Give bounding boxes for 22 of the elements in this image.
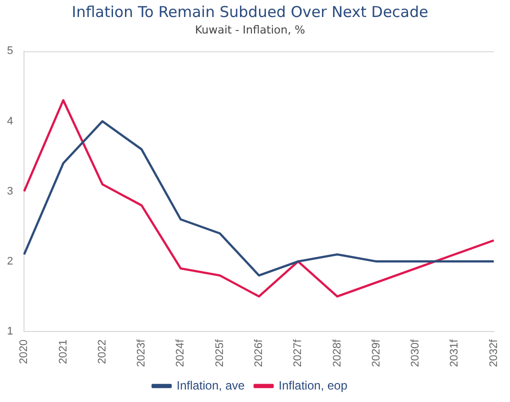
x-tick-label: 2028f	[331, 338, 344, 368]
y-tick-label: 5	[6, 45, 14, 58]
y-tick-label: 4	[6, 115, 14, 128]
legend-label: Inflation, ave	[176, 378, 245, 392]
x-tick-label: 2027f	[292, 338, 304, 368]
y-tick-label: 1	[6, 326, 14, 338]
x-tick-label: 2020	[18, 339, 30, 364]
x-tick-label: 2026f	[252, 338, 265, 368]
x-tick-label: 2025f	[214, 338, 226, 368]
x-tick-label: 2030f	[410, 338, 422, 368]
x-tick-label: 2031f	[448, 338, 461, 368]
chart-subtitle: Kuwait - Inflation, %	[194, 23, 306, 36]
x-tick-label: 2024f	[174, 338, 187, 368]
x-tick-label: 2023f	[136, 338, 148, 368]
x-tick-label: 2032f	[488, 338, 500, 368]
legend-label: Inflation, eop	[278, 378, 348, 392]
y-tick-label: 2	[6, 255, 14, 268]
y-tick-label: 3	[6, 185, 14, 198]
x-tick-label: 2021	[57, 339, 70, 364]
chart-title: Inflation To Remain Subdued Over Next Decade	[72, 2, 428, 21]
x-tick-label: 2022	[96, 339, 108, 364]
x-tick-label: 2029f	[370, 338, 382, 368]
